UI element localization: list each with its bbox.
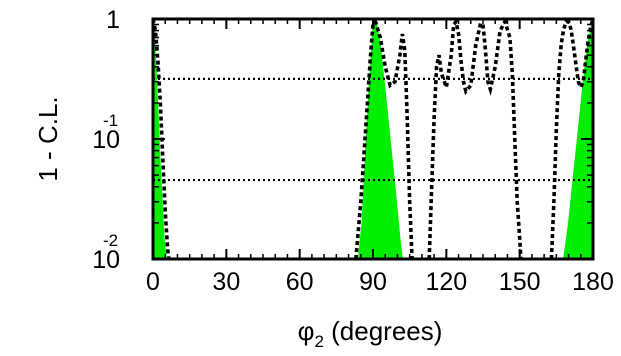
x-tick-label: 120: [425, 268, 467, 296]
x-axis-title: φ2 (degrees): [298, 316, 443, 351]
dashed-curve-2: [354, 19, 414, 259]
y-tick-label: 10: [92, 126, 120, 154]
x-axis-title-subscript: 2: [314, 332, 323, 351]
x-axis-title-suffix: (degrees): [324, 316, 443, 346]
y-tick-label: 10: [92, 246, 120, 274]
x-tick-label: 30: [212, 268, 240, 296]
x-tick-label: 0: [146, 268, 160, 296]
y-tick-label: 1: [106, 6, 120, 34]
dashed-curve-1: [153, 19, 171, 259]
green-region-3: [563, 19, 593, 259]
x-tick-label: 60: [286, 268, 314, 296]
dashed-curve-4: [549, 19, 593, 259]
y-axis-title: 1 - C.L.: [33, 96, 63, 181]
x-tick-label: 150: [499, 268, 541, 296]
y-tick-exponent: -2: [103, 231, 118, 250]
y-tick-exponent: -1: [103, 111, 118, 130]
x-tick-label: 180: [572, 268, 614, 296]
plot-content: [153, 19, 593, 259]
dashed-curve-3: [427, 19, 523, 259]
green-region-2: [357, 23, 403, 259]
plot-area: [153, 19, 593, 259]
x-tick-label: 90: [359, 268, 387, 296]
x-axis-title-symbol: φ: [298, 316, 315, 346]
